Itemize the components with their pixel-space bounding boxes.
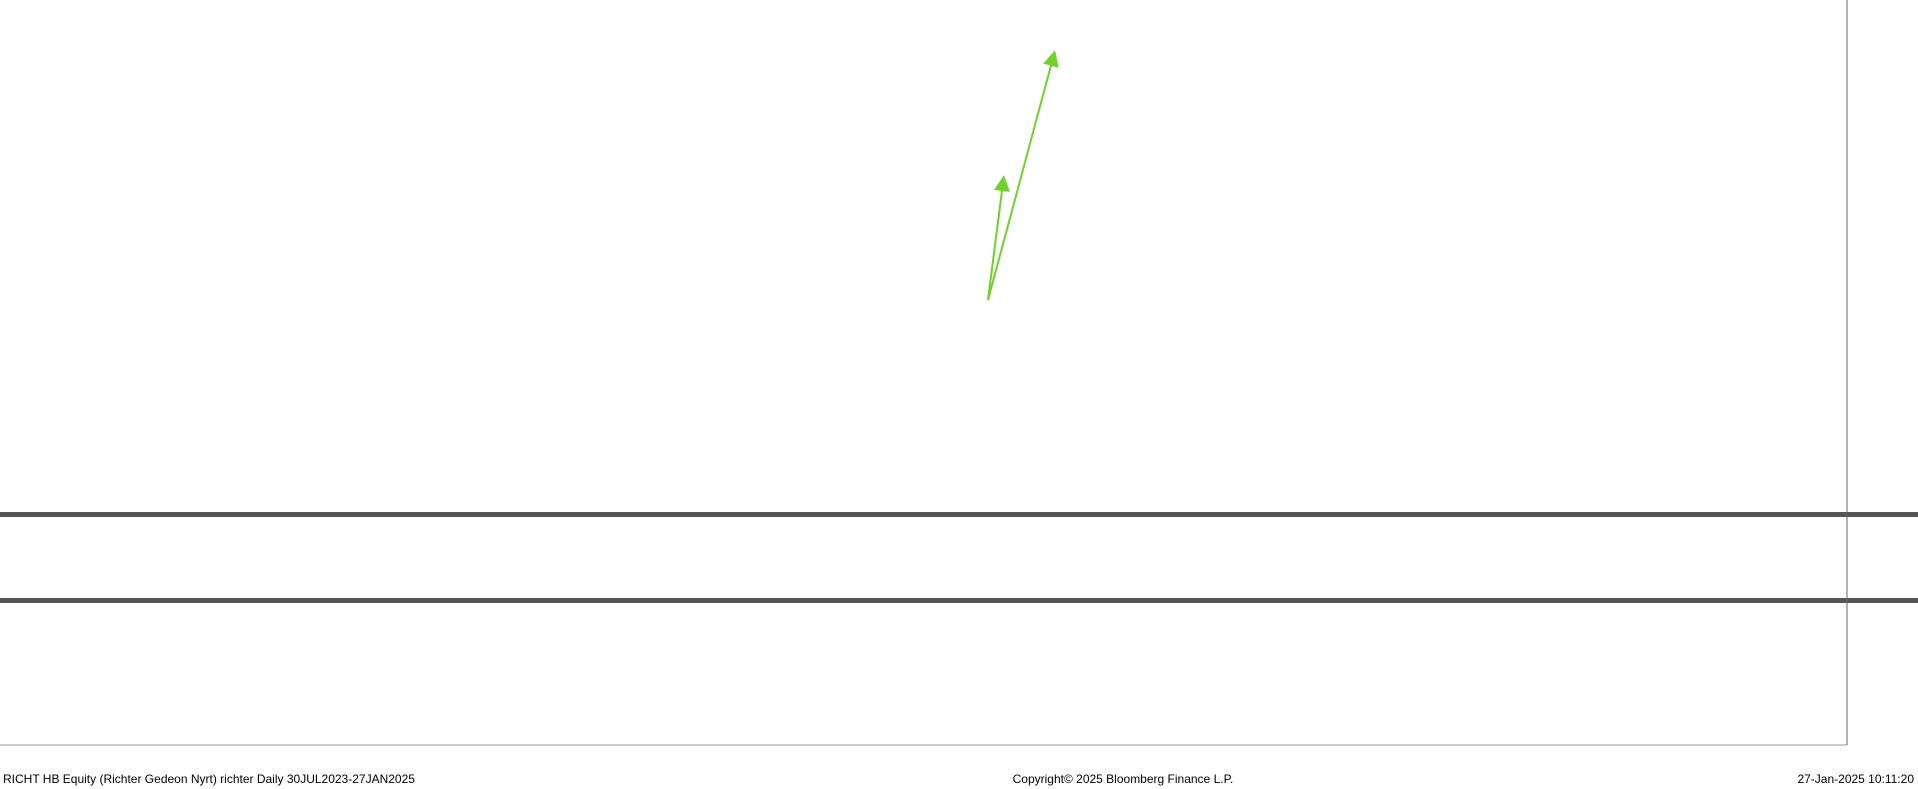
pane-separator <box>0 598 1918 603</box>
annotation-arrow <box>987 175 1010 301</box>
annotation-arrow <box>987 50 1059 301</box>
footer-right: 27-Jan-2025 10:11:20 <box>1797 772 1914 786</box>
footer-center: Copyright© 2025 Bloomberg Finance L.P. <box>1013 772 1234 786</box>
pane-separator <box>0 512 1918 517</box>
footer-left: RICHT HB Equity (Richter Gedeon Nyrt) ri… <box>3 772 415 786</box>
